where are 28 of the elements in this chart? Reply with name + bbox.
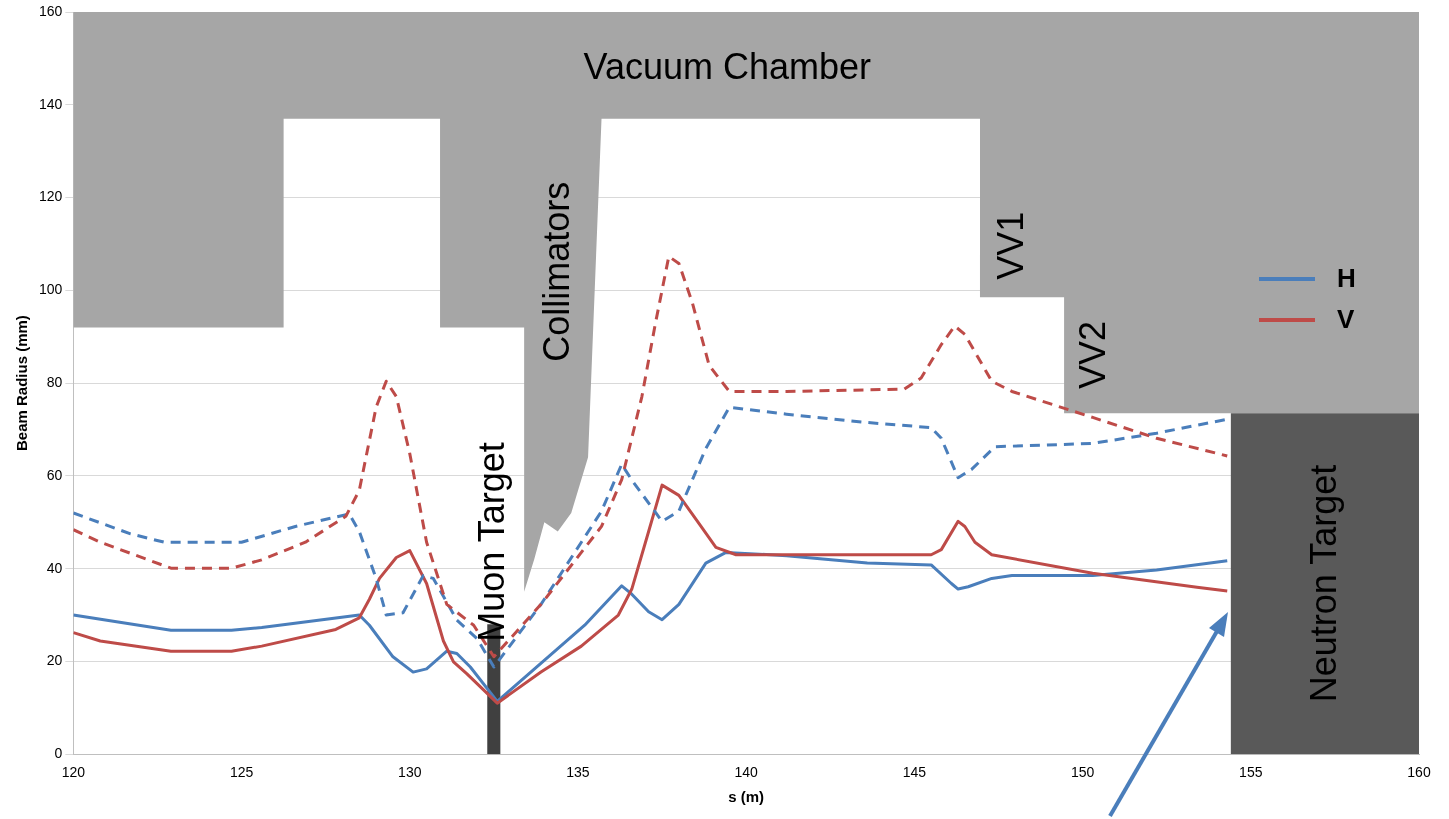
x-tick-label: 155: [1239, 764, 1263, 781]
legend-label: H: [1337, 263, 1356, 295]
x-tick-label: 160: [1407, 764, 1431, 781]
y-tick-label: 80: [46, 373, 63, 390]
annotation: VV1: [989, 211, 1031, 280]
x-tick-label: 120: [61, 764, 86, 781]
y-tick-label: 0: [54, 745, 63, 762]
x-tick-label: 125: [229, 764, 254, 781]
y-tick-label: 60: [46, 466, 63, 483]
x-tick-label: 140: [734, 764, 759, 781]
y-tick-label: 20: [46, 652, 63, 669]
annotation: VV2: [1071, 320, 1113, 389]
x-tick-label: 150: [1070, 764, 1095, 781]
annotation: Collimators: [536, 181, 578, 362]
y-tick-label: 120: [39, 188, 63, 205]
y-tick-label: 40: [46, 559, 63, 576]
y-tick-label: 100: [39, 281, 63, 298]
annotation: Vacuum Chamber: [583, 46, 872, 88]
x-tick-label: 135: [566, 764, 590, 781]
annotation: Neutron Target: [1303, 464, 1345, 703]
x-tick-label: 130: [398, 764, 422, 781]
legend-label: V: [1337, 304, 1355, 336]
y-axis-title: Beam Radius (mm): [13, 315, 31, 452]
y-tick-label: 160: [39, 2, 63, 19]
x-axis-title: s (m): [728, 788, 765, 806]
x-tick-label: 145: [902, 764, 927, 781]
y-tick-label: 140: [39, 95, 63, 112]
annotation: Muon Target: [471, 442, 513, 642]
